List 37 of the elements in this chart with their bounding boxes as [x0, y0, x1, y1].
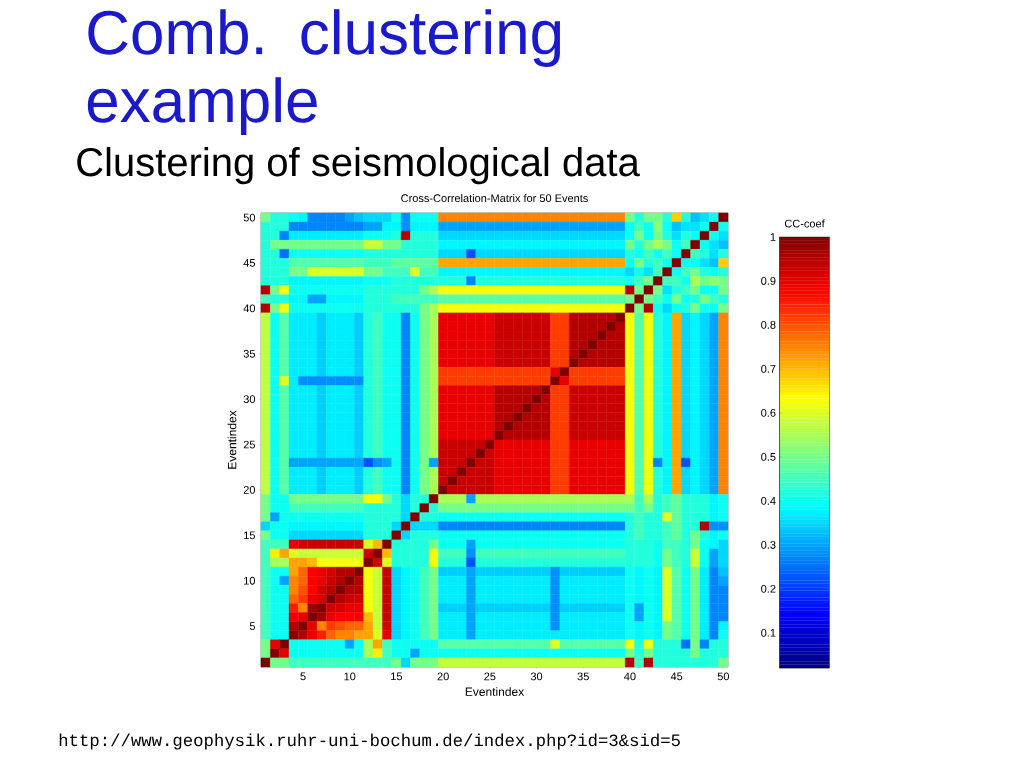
color-bar-label: 0.8 — [761, 321, 776, 329]
y-tick-label: 50 — [243, 213, 256, 222]
x-tick-label: 10 — [344, 672, 356, 681]
x-tick-label: 40 — [624, 672, 636, 681]
y-tick-label: 15 — [244, 531, 255, 540]
chart-subtitle: Clustering of seismological data — [77, 147, 640, 185]
x-tick-label: 35 — [577, 672, 589, 681]
y-axis-title: Eventindex — [227, 410, 237, 469]
color-bar-label: 0.6 — [761, 409, 776, 417]
y-tick-label: 45 — [243, 259, 255, 267]
x-tick-label: 30 — [530, 672, 543, 681]
color-bar-title: CC-coef — [784, 219, 825, 228]
color-bar-label: 0.4 — [761, 496, 776, 505]
x-tick-label: 25 — [484, 672, 496, 681]
y-tick-label: 40 — [243, 304, 256, 313]
y-tick-label: 5 — [249, 622, 255, 630]
x-axis-title: Eventindex — [465, 687, 525, 696]
color-bar-label: 1 — [770, 233, 776, 241]
y-tick-label: 10 — [244, 576, 256, 585]
color-bar-label: 0.1 — [761, 628, 776, 637]
x-tick-label: 50 — [717, 672, 729, 681]
x-tick-label: 20 — [437, 672, 449, 681]
color-bar-label: 0.9 — [761, 277, 776, 285]
x-tick-label: 45 — [670, 672, 683, 681]
chart-title: Comb. clustering example — [87, 9, 561, 135]
x-tick-label: 15 — [391, 672, 403, 681]
color-bar-label: 0.5 — [761, 453, 776, 461]
y-tick-label: 35 — [243, 349, 255, 358]
y-tick-label: 20 — [243, 486, 256, 494]
color-bar-label: 0.3 — [761, 540, 776, 549]
y-tick-label: 25 — [243, 440, 255, 449]
color-bar-label: 0.2 — [761, 584, 776, 593]
y-tick-label: 30 — [243, 395, 256, 404]
x-tick-label: 5 — [300, 672, 306, 681]
text: http://www.geophysik.ruhr-uni-bochum.de/index.php?id=3&sid=5 — [59, 733, 680, 750]
color-bar-label: 0.7 — [761, 365, 776, 373]
text: Cross-Correlation-Matrix for 50 Events — [401, 194, 588, 203]
